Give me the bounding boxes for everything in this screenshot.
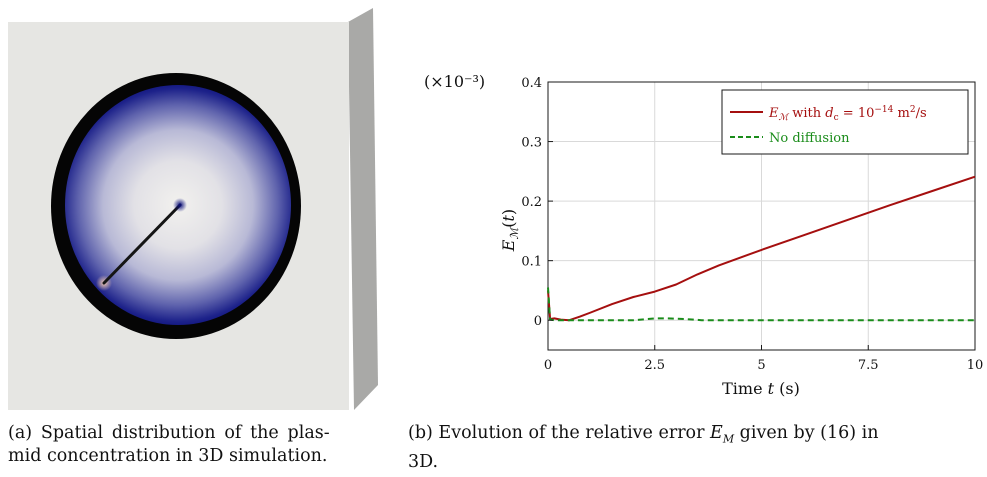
caption-b-symbol: E <box>710 423 723 443</box>
caption-a-line-2: mid concentration in 3D simulation. <box>8 446 328 466</box>
legend-label-series-1: Eℳ with dc = 10−14 m2/s <box>768 105 927 123</box>
x-axis-label: Time t (s) <box>722 379 800 398</box>
legend-box <box>721 89 969 155</box>
series-line-2 <box>547 287 975 322</box>
y-multiplier: (×10⁻³) <box>424 72 485 91</box>
x-tick-label: 2.5 <box>644 358 665 373</box>
chart-legend: Eℳ with dc = 10−14 m2/s No diffusion <box>721 89 969 155</box>
x-tick-label: 7.5 <box>858 358 879 373</box>
chart-ticks: 0 2.5 5 7.5 10 0 0.1 0.2 0.3 0.4 <box>521 76 983 373</box>
y-tick-label: 0 <box>534 314 542 329</box>
caption-a: (a) Spatial distribution of the plas- mi… <box>8 422 408 468</box>
y-tick-label: 0.4 <box>521 76 542 91</box>
y-tick-label: 0.3 <box>521 136 542 151</box>
legend-label-series-2: No diffusion <box>769 131 850 146</box>
caption-b-text-2: given by (16) in <box>734 423 879 443</box>
x-tick-label: 10 <box>967 358 984 373</box>
caption-b-line-2: 3D. <box>408 451 439 472</box>
relative-error-chart: 0 2.5 5 7.5 10 0 0.1 0.2 0.3 0.4 (×10⁻³) Eℳ(t) Ti… <box>424 72 983 398</box>
box-side-face <box>348 8 378 410</box>
y-tick-label: 0.1 <box>521 255 542 270</box>
needle-tip-halo <box>173 198 187 212</box>
y-tick-label: 0.2 <box>521 195 542 210</box>
caption-b: (b) Evolution of the relative error EM g… <box>408 422 987 474</box>
needle <box>102 203 182 285</box>
caption-b-line-1: (b) Evolution of the relative error EM g… <box>408 422 987 451</box>
plasmid-3d-render <box>8 8 378 410</box>
y-axis-label: Eℳ(t) <box>499 209 521 252</box>
caption-b-text-1: (b) Evolution of the relative error <box>408 423 711 443</box>
caption-a-line-1: (a) Spatial distribution of the plas- <box>8 423 330 443</box>
caption-b-symbol-sub: M <box>722 432 735 446</box>
x-tick-label: 0 <box>544 358 552 373</box>
x-tick-label: 5 <box>757 358 765 373</box>
chart-series <box>547 175 976 322</box>
